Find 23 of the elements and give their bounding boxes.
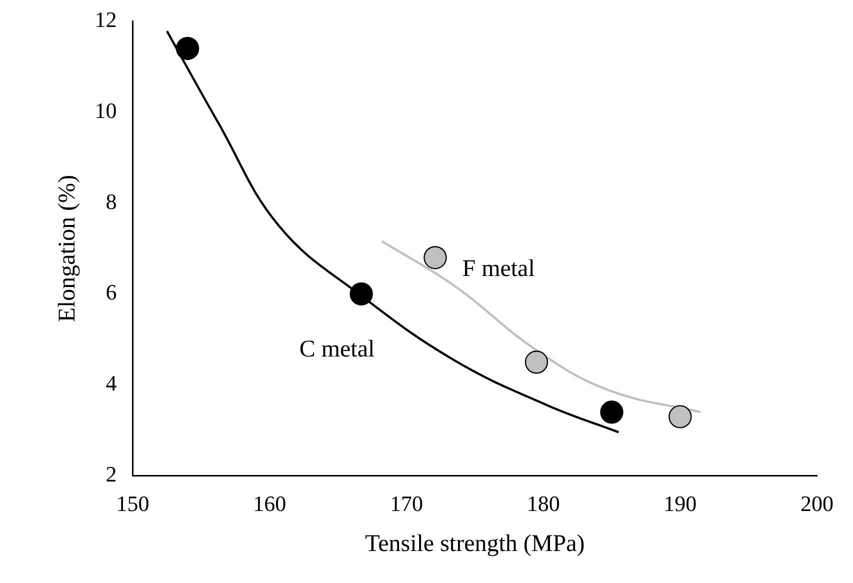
point <box>668 405 692 428</box>
line-series <box>166 30 620 434</box>
x-axis-title: Tensile strength (MPa) <box>365 530 585 557</box>
x-tick-label: 170 <box>390 490 423 516</box>
series-label: C metal <box>299 336 375 362</box>
y-tick-label: 2 <box>106 462 117 487</box>
point <box>424 246 447 270</box>
y-tick-label: 6 <box>106 280 117 305</box>
y-axis-title: Elongation (%) <box>54 174 81 322</box>
x-tick-label: 200 <box>800 490 834 516</box>
x-tick-label: 150 <box>116 490 150 516</box>
point <box>350 282 373 306</box>
y-tick-label: 10 <box>94 98 117 123</box>
point <box>600 400 624 424</box>
x-tick-label: 190 <box>664 490 697 516</box>
y-tick-label: 4 <box>106 370 117 396</box>
series-label: F metal <box>462 256 536 282</box>
x-tick-label: 160 <box>253 490 286 516</box>
y-tick-label: 12 <box>94 6 117 32</box>
point <box>176 36 200 60</box>
x-tick-label: 180 <box>526 490 560 516</box>
y-tick-label: 8 <box>106 188 117 214</box>
point <box>524 350 548 374</box>
